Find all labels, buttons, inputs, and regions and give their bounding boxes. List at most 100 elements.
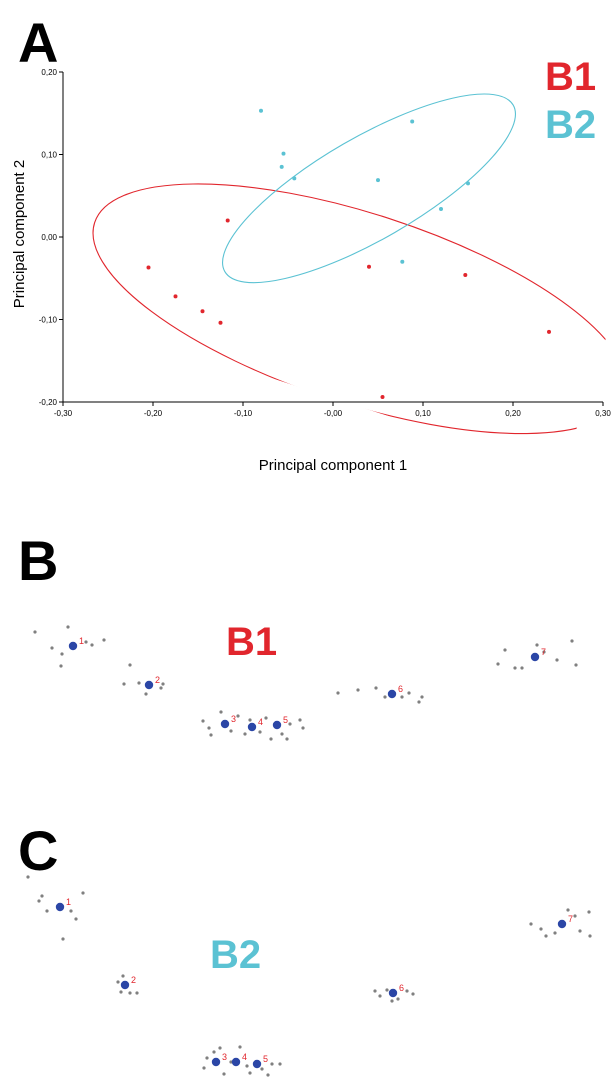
panel-label-b: B bbox=[18, 529, 58, 592]
y-tick-label: 0,00 bbox=[41, 233, 57, 242]
specimen-landmark-point bbox=[264, 716, 268, 720]
data-points bbox=[146, 108, 551, 400]
mean-landmark-4 bbox=[247, 722, 257, 732]
specimen-landmark-point bbox=[81, 891, 85, 895]
specimen-landmark-point bbox=[288, 722, 292, 726]
specimen-landmark-point bbox=[212, 1050, 216, 1054]
specimen-landmark-point bbox=[90, 643, 94, 647]
x-ticks: -0,30 -0,20 -0,10 -0,00 0,10 0,20 0,30 bbox=[54, 402, 611, 418]
point-b2 bbox=[400, 259, 405, 264]
panel-label-a: A bbox=[18, 11, 58, 74]
specimen-landmark-point bbox=[260, 1067, 264, 1071]
specimen-landmark-point bbox=[135, 991, 139, 995]
specimen-landmark-point bbox=[128, 663, 132, 667]
y-tick-label: -0,10 bbox=[39, 316, 58, 325]
landmark-label-3: 3 bbox=[231, 714, 236, 724]
confidence-ellipses bbox=[92, 93, 613, 435]
landmark-label-3: 3 bbox=[222, 1052, 227, 1062]
specimen-landmark-point bbox=[159, 686, 163, 690]
specimen-landmark-point bbox=[574, 663, 578, 667]
point-b1 bbox=[173, 294, 178, 299]
specimen-landmark-point bbox=[219, 710, 223, 714]
specimen-landmark-point bbox=[587, 910, 591, 914]
x-tick-label: 0,20 bbox=[505, 409, 521, 418]
specimen-landmark-point bbox=[222, 1072, 226, 1076]
specimen-landmark-point bbox=[542, 650, 546, 654]
mean-landmark-5 bbox=[252, 1059, 262, 1069]
specimen-landmark-point bbox=[201, 719, 205, 723]
landmark-label-6: 6 bbox=[398, 684, 403, 694]
point-b1 bbox=[200, 309, 205, 314]
landmark-label-2: 2 bbox=[155, 675, 160, 685]
specimen-landmark-point bbox=[400, 695, 404, 699]
specimen-landmark-point bbox=[407, 691, 411, 695]
mean-landmark-4 bbox=[231, 1057, 241, 1067]
landmark-label-1: 1 bbox=[66, 897, 71, 907]
specimen-landmark-point bbox=[285, 737, 289, 741]
specimen-landmark-point bbox=[411, 992, 415, 996]
mean-landmark-7 bbox=[557, 919, 567, 929]
config-label-b2: B2 bbox=[210, 933, 261, 977]
specimen-landmark-point bbox=[555, 658, 559, 662]
specimen-landmark-point bbox=[385, 988, 389, 992]
specimen-landmark-point bbox=[128, 991, 132, 995]
ellipse-b1 bbox=[92, 183, 613, 435]
point-b1 bbox=[218, 320, 223, 325]
x-tick-label: -0,10 bbox=[234, 409, 253, 418]
specimen-landmark-point bbox=[74, 917, 78, 921]
specimen-landmark-point bbox=[378, 994, 382, 998]
specimen-landmark-point bbox=[116, 980, 120, 984]
mean-landmark-1 bbox=[68, 641, 78, 651]
specimen-landmark-point bbox=[544, 934, 548, 938]
point-b1 bbox=[225, 218, 230, 223]
mean-landmark-5 bbox=[272, 720, 282, 730]
y-tick-label: -0,20 bbox=[39, 398, 58, 407]
landmark-label-2: 2 bbox=[131, 975, 136, 985]
specimen-landmark-point bbox=[66, 625, 70, 629]
axes bbox=[62, 72, 603, 403]
specimen-landmark-point bbox=[50, 646, 54, 650]
specimen-landmark-point bbox=[40, 894, 44, 898]
config-label-b1: B1 bbox=[226, 620, 277, 664]
ellipse-b2 bbox=[222, 93, 516, 284]
specimen-landmark-point bbox=[539, 927, 543, 931]
specimen-landmark-point bbox=[566, 908, 570, 912]
landmark-configuration-b1: 1 2 3 4 5 6 7 bbox=[33, 625, 578, 741]
specimen-landmark-point bbox=[37, 899, 41, 903]
x-tick-label: 0,30 bbox=[595, 409, 611, 418]
point-b1 bbox=[380, 395, 385, 400]
landmark-label-5: 5 bbox=[283, 715, 288, 725]
specimen-landmark-point bbox=[119, 990, 123, 994]
specimen-landmark-point bbox=[578, 929, 582, 933]
point-b1 bbox=[146, 265, 151, 270]
landmark-label-4: 4 bbox=[258, 717, 263, 727]
specimen-landmark-point bbox=[390, 999, 394, 1003]
specimen-landmark-point bbox=[373, 989, 377, 993]
specimen-landmark-point bbox=[570, 639, 574, 643]
specimen-landmark-point bbox=[205, 1056, 209, 1060]
specimen-landmark-point bbox=[60, 652, 64, 656]
specimen-landmark-point bbox=[417, 700, 421, 704]
point-b2 bbox=[259, 108, 263, 113]
specimen-landmark-point bbox=[236, 714, 240, 718]
specimen-landmark-point bbox=[535, 643, 539, 647]
x-tick-label: -0,00 bbox=[324, 409, 343, 418]
y-tick-label: 0,20 bbox=[41, 68, 57, 77]
specimen-landmark-point bbox=[269, 737, 273, 741]
point-b2 bbox=[376, 178, 380, 183]
specimen-landmark-point bbox=[278, 1062, 282, 1066]
specimen-landmark-point bbox=[248, 718, 252, 722]
panel-label-c: C bbox=[18, 819, 58, 882]
specimen-landmark-point bbox=[84, 640, 88, 644]
point-b1 bbox=[547, 329, 551, 334]
legend-label-b2: B2 bbox=[545, 103, 596, 147]
mean-landmark-3 bbox=[220, 719, 230, 729]
point-b2 bbox=[281, 151, 286, 156]
mean-landmark-2 bbox=[144, 680, 154, 690]
specimen-landmark-point bbox=[137, 681, 141, 685]
mean-landmark-2 bbox=[120, 980, 130, 990]
specimen-landmark-point bbox=[396, 997, 400, 1001]
specimen-landmark-point bbox=[207, 726, 211, 730]
point-b2 bbox=[279, 164, 284, 169]
specimen-landmark-point bbox=[69, 909, 73, 913]
